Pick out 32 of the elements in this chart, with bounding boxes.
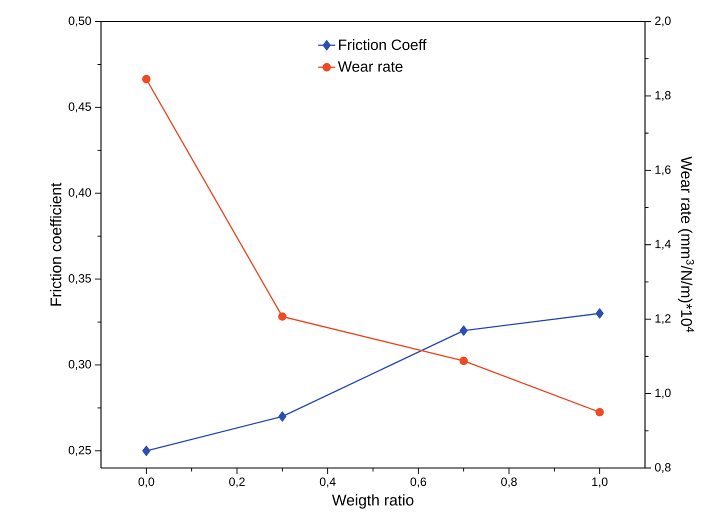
y2-tick-label: 1,4 — [655, 240, 671, 250]
y-tick-label: 0,25 — [68, 446, 91, 456]
y-axis-title: Friction coefficient — [50, 182, 62, 306]
x-tick-label: 0,8 — [501, 478, 517, 488]
y-tick-label: 0,50 — [68, 16, 92, 26]
x-tick-label: 0,0 — [138, 478, 154, 488]
y2-tick-label: 1,0 — [655, 388, 671, 399]
legend-label: Wear rate — [338, 61, 403, 72]
point — [278, 411, 286, 422]
point — [142, 74, 151, 84]
x-tick-label: 0,2 — [229, 478, 245, 488]
point — [596, 308, 604, 319]
y2-tick-label: 0,8 — [654, 463, 671, 473]
y-tick-label: 0,45 — [68, 102, 91, 112]
point — [595, 408, 604, 416]
y2-tick-label: 1,2 — [655, 314, 671, 324]
y2-tick-label: 2,0 — [655, 16, 671, 26]
point — [142, 446, 150, 456]
point — [278, 312, 287, 321]
y-tick-label: 0,30 — [68, 360, 92, 370]
y-tick-label: 0,40 — [68, 188, 92, 198]
x-tick-label: 0,4 — [320, 478, 336, 488]
point — [459, 356, 468, 366]
y-tick-label: 0,35 — [68, 274, 91, 284]
x-axis-title: Weigth ratio — [332, 494, 414, 509]
x-tick-label: 1,0 — [592, 478, 608, 488]
y2-tick-label: 1,8 — [655, 90, 671, 101]
point — [460, 325, 468, 336]
legend-label: Friction Coeff — [339, 39, 426, 50]
y2-axis-title: Wear rate (mm$^{3}$/N/m)*10$^{4}$ — [678, 156, 694, 332]
x-tick-label: 0,6 — [410, 478, 426, 488]
y2-tick-label: 1,6 — [655, 165, 671, 176]
